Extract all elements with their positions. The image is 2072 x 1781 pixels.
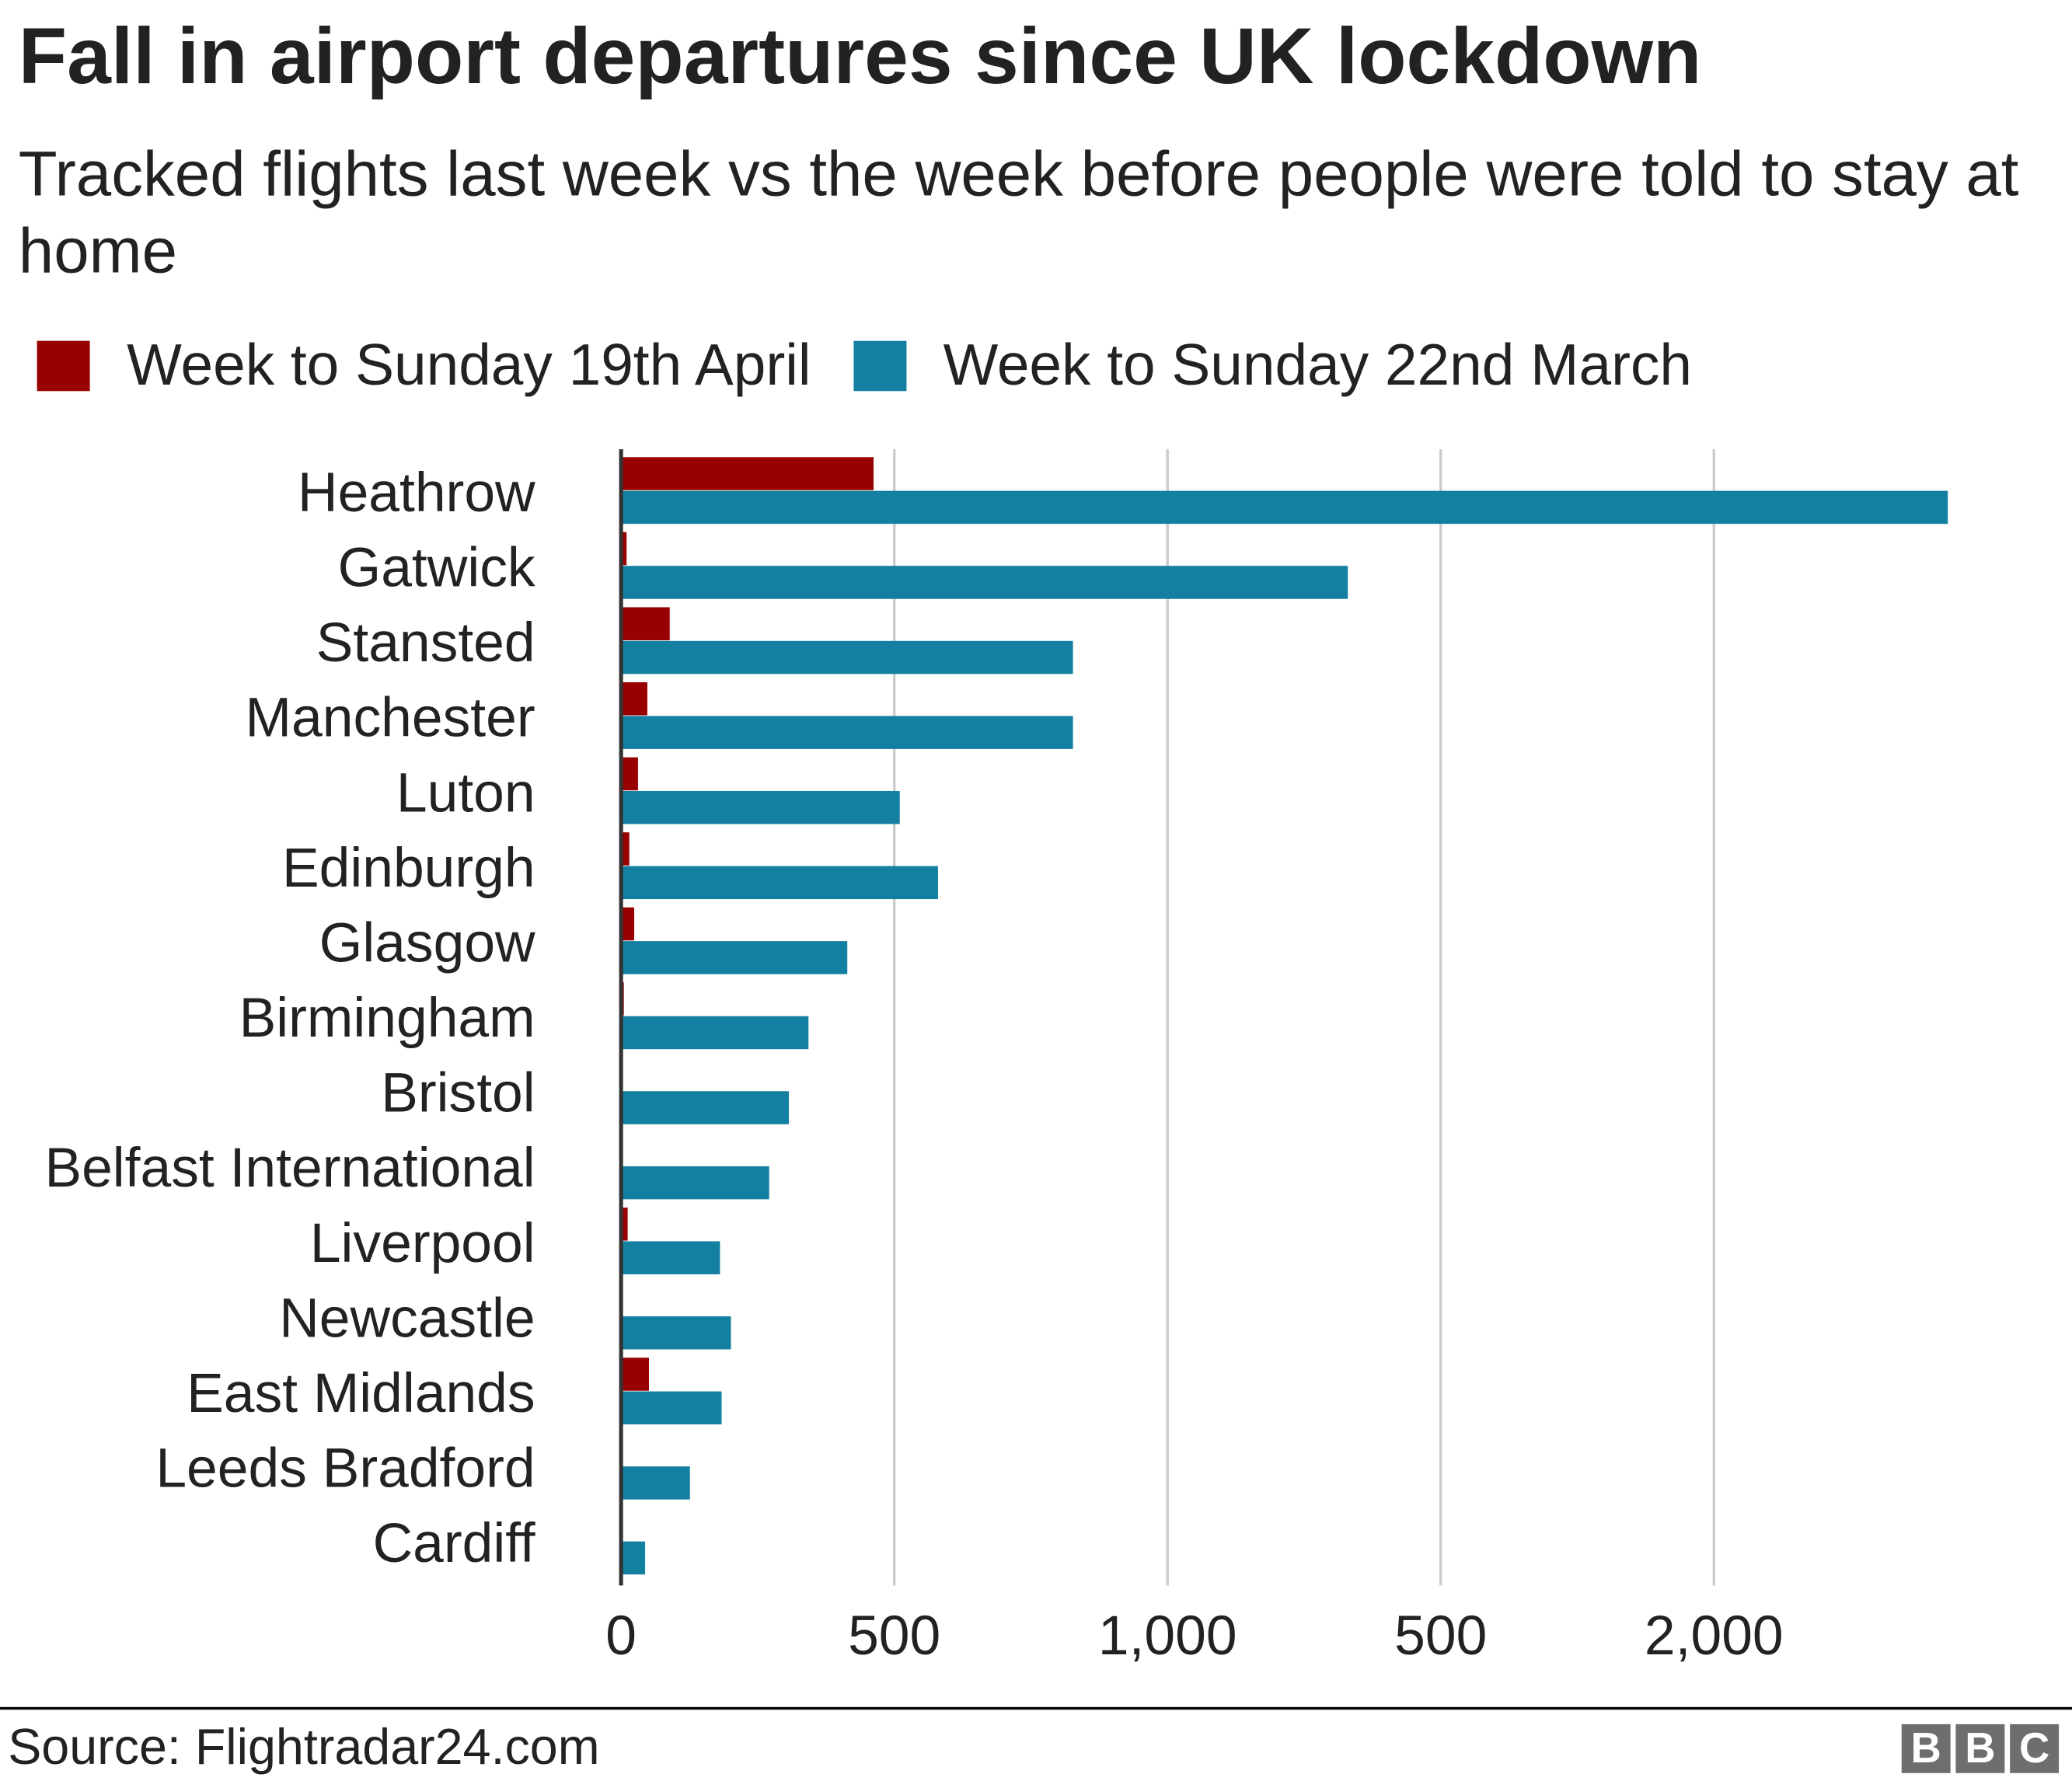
bar-march: [621, 866, 938, 900]
category-label: Luton: [396, 762, 535, 824]
bar-april: [621, 532, 627, 566]
legend-item-march: Week to Sunday 22nd March: [853, 333, 1692, 399]
bar-march: [621, 790, 900, 824]
category-label: Cardiff: [373, 1512, 535, 1574]
bar-april: [621, 907, 635, 941]
category-label: East Midlands: [187, 1362, 535, 1424]
x-tick-label: 0: [605, 1605, 637, 1667]
bar-april: [621, 457, 874, 490]
category-label: Birmingham: [239, 987, 535, 1049]
category-label: Leeds Bradford: [155, 1438, 535, 1500]
bar-march: [621, 490, 1948, 525]
bar-chart-plot: 0 500 1,000 500 2,000 Heathrow Gatwick Stansted…: [44, 449, 1948, 1667]
bar-april: [621, 607, 670, 640]
bar-april: [621, 757, 638, 791]
legend-swatch-march: [853, 340, 906, 392]
bar-april: [621, 682, 647, 716]
category-label: Bristol: [381, 1062, 535, 1124]
source-note: Source: Flightradar24.com: [8, 1720, 600, 1776]
bar-march: [621, 1316, 731, 1350]
legend-item-april: Week to Sunday 19th April: [37, 333, 811, 399]
bar-march: [621, 1166, 769, 1200]
category-label: Liverpool: [310, 1212, 535, 1274]
category-label: Heathrow: [298, 462, 535, 524]
bar-march: [621, 640, 1073, 674]
x-tick-label: 2,000: [1645, 1605, 1784, 1667]
legend-swatch-april: [37, 340, 90, 392]
bar-march: [621, 1391, 722, 1425]
legend: Week to Sunday 19th April Week to Sunday…: [37, 333, 1735, 399]
legend-label-march: Week to Sunday 22nd March: [943, 333, 1693, 398]
category-label: Newcastle: [279, 1287, 535, 1349]
bar-march: [621, 1241, 720, 1274]
bar-april: [621, 1208, 628, 1241]
bar-march: [621, 566, 1348, 599]
bar-april: [621, 1358, 649, 1391]
bar-march: [621, 1091, 789, 1124]
x-tick-label: 1,000: [1098, 1605, 1237, 1667]
category-label: Edinburgh: [282, 837, 535, 899]
category-label: Belfast International: [44, 1137, 535, 1199]
legend-label-april: Week to Sunday 19th April: [127, 333, 811, 398]
bar-april: [621, 832, 630, 866]
footer-divider: [0, 1706, 2072, 1710]
x-tick-label: 500: [848, 1605, 940, 1667]
category-label: Glasgow: [319, 911, 535, 974]
bar-march: [621, 716, 1073, 749]
category-label: Manchester: [246, 687, 535, 749]
bar-march: [621, 1016, 809, 1050]
chart-subtitle: Tracked flights last week vs the week be…: [18, 140, 2019, 287]
bar-march: [621, 941, 848, 974]
chart-title: Fall in airport departures since UK lock…: [18, 12, 1702, 101]
category-label: Stansted: [316, 612, 535, 674]
bar-march: [621, 1541, 646, 1575]
bar-march: [621, 1466, 690, 1500]
category-label: Gatwick: [338, 537, 535, 599]
x-tick-label: 500: [1394, 1605, 1487, 1667]
